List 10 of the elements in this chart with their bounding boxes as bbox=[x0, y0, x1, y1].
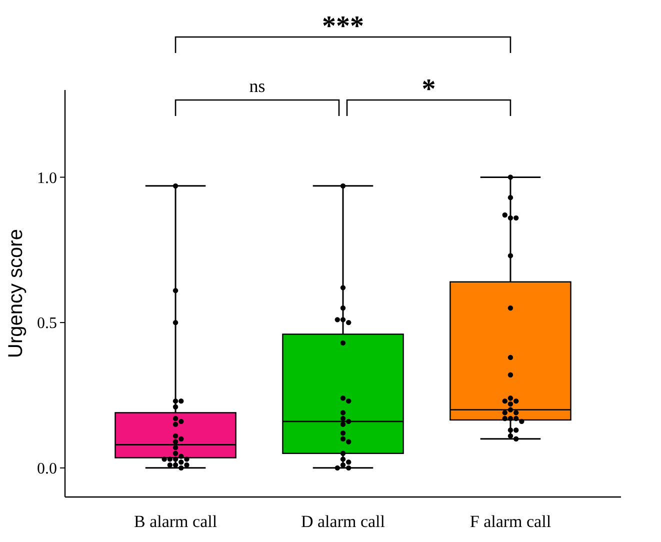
text: *** bbox=[322, 11, 364, 42]
y-axis-title: Urgency score bbox=[5, 229, 27, 358]
x-tick-label: F alarm call bbox=[470, 512, 552, 531]
annotation: * bbox=[422, 74, 436, 105]
y-tick-label: 0.0 bbox=[37, 460, 57, 478]
x-tick-label: B alarm call bbox=[134, 512, 218, 531]
x-tick-label: D alarm call bbox=[300, 512, 386, 531]
y-tick-label: 1.0 bbox=[37, 170, 57, 187]
annotation: ns bbox=[249, 76, 266, 96]
y-tick-label: 0.5 bbox=[37, 315, 57, 332]
